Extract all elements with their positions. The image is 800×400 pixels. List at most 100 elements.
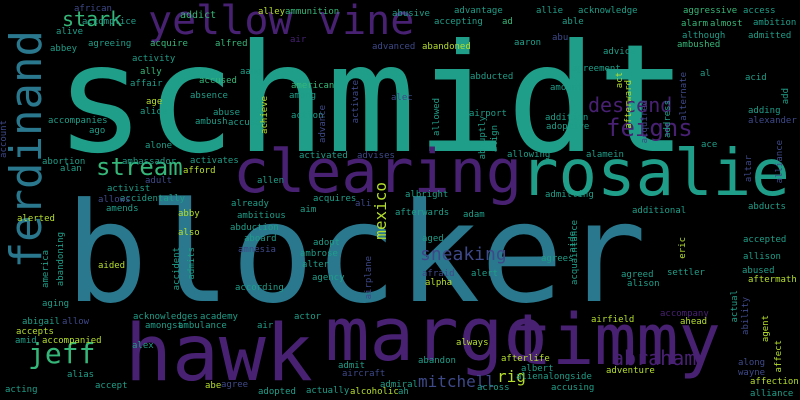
word-alfred: alfred: [215, 39, 248, 49]
word-agreement: agreement: [572, 64, 621, 74]
word-abu: abu: [552, 33, 569, 43]
word-activist: activist: [107, 184, 151, 194]
word-amid: amid: [15, 336, 37, 346]
word-ambassador: ambassador: [122, 157, 177, 167]
word-ago: ago: [89, 126, 106, 136]
word-acting: acting: [5, 385, 38, 395]
word-abigail: abigail: [22, 317, 60, 327]
word-accused: accused: [199, 76, 237, 86]
word-address: address: [663, 100, 673, 138]
word-allowed: allowed: [432, 98, 442, 136]
word-afterlife: afterlife: [501, 354, 550, 364]
word-alliance_v: alliance: [775, 140, 785, 184]
word-abduction: abduction: [230, 223, 279, 233]
word-admitting: admitting: [545, 190, 594, 200]
word-airport: airport: [469, 109, 507, 119]
word-adventure: adventure: [606, 366, 655, 376]
word-amnesia: amnesia: [238, 245, 276, 255]
word-rig: rig: [497, 367, 526, 386]
word-align: align: [490, 125, 500, 153]
word-academy: academy: [200, 312, 238, 322]
word-advance: advance: [318, 105, 328, 143]
word-among: among: [289, 91, 317, 101]
word-activate: activate: [351, 80, 361, 124]
word-blocker: blocker: [65, 173, 647, 334]
word-aftermath: aftermath: [748, 275, 797, 285]
word-accident: accident: [172, 247, 182, 291]
word-airfield: airfield: [591, 315, 635, 325]
word-aircraft: aircraft: [342, 369, 386, 379]
word-actually: actually: [306, 386, 350, 396]
word-accuses: accuses: [228, 118, 266, 128]
word-achieve: achieve: [260, 96, 270, 134]
word-mitchell: mitchell: [418, 372, 496, 391]
word-ability: ability: [741, 297, 751, 335]
word-accusing: accusing: [551, 383, 595, 393]
word-abducted: abducted: [470, 72, 514, 82]
word-agreeing: agreeing: [88, 39, 132, 49]
word-stark: stark: [62, 7, 123, 31]
word-adding: adding: [748, 106, 781, 116]
word-almost: almost: [710, 19, 743, 29]
word-actual: actual: [730, 290, 740, 323]
word-vine: vine: [318, 0, 415, 44]
word-able: able: [562, 17, 584, 27]
word-ambush: ambush: [195, 117, 228, 127]
word-admit: admit: [338, 361, 366, 371]
word-afraid: afraid: [422, 269, 455, 279]
word-although: although: [682, 31, 726, 41]
word-allen: allen: [257, 176, 285, 186]
word-ad: ad: [502, 17, 513, 27]
word-ambrose: ambrose: [300, 249, 338, 259]
word-admitted: admitted: [748, 31, 792, 41]
word-accepts: accepts: [16, 327, 54, 337]
word-abraham: abraham: [612, 346, 697, 370]
word-ah: ah: [398, 387, 409, 397]
word-additional: additional: [632, 206, 687, 216]
word-alley: alley: [258, 7, 286, 17]
word-accomplice: accomplice: [82, 17, 137, 27]
word-airplane: airplane: [364, 256, 374, 300]
word-aggressive: aggressive: [683, 6, 738, 16]
word-abortion: abortion: [42, 157, 86, 167]
word-aboard: aboard: [244, 234, 277, 244]
word-abused: abused: [742, 266, 775, 276]
word-afford: afford: [183, 166, 216, 176]
word-activates: activates: [190, 156, 239, 166]
word-abby: abby: [178, 209, 200, 219]
word-ali: ali: [355, 199, 372, 209]
word-alliance: alliance: [750, 389, 794, 399]
word-accompany: accompany: [660, 309, 709, 319]
word-air2: air: [257, 321, 274, 331]
word-adam: adam: [463, 210, 485, 220]
word-abbey: abbey: [50, 44, 78, 54]
word-alive: alive: [56, 27, 84, 37]
word-accidentally: accidentally: [120, 194, 186, 204]
word-descend: descend: [588, 93, 673, 117]
word-ambulance: ambulance: [178, 321, 227, 331]
word-acquired: acquired: [640, 100, 650, 144]
word-settler: settler: [667, 268, 705, 278]
word-sneaking: sneaking: [420, 244, 507, 265]
word-accompanies: accompanies: [48, 116, 108, 126]
word-schmidt: schmidt: [55, 13, 688, 187]
word-ammunition: ammunition: [285, 7, 340, 17]
word-adopt: adopt: [313, 238, 341, 248]
word-activated: activated: [299, 151, 348, 161]
word-allow: allow: [62, 317, 90, 327]
word-across: across: [477, 383, 510, 393]
word-alpha: alpha: [425, 278, 453, 288]
word-ambushed: ambushed: [677, 40, 721, 50]
word-ambition: ambition: [753, 18, 797, 28]
word-allison: allison: [743, 252, 781, 262]
word-acknowledges: acknowledges: [133, 312, 199, 322]
word-abandon: abandon: [418, 356, 456, 366]
word-mexico: mexico: [371, 182, 390, 240]
word-admiral: admiral: [380, 380, 418, 390]
word-abducts: abducts: [748, 202, 786, 212]
word-advice: advice: [603, 47, 636, 57]
word-already: already: [231, 199, 269, 209]
word-agent: agent: [761, 315, 771, 343]
word-abandoning: abandoning: [56, 232, 66, 287]
word-america: america: [41, 250, 51, 288]
